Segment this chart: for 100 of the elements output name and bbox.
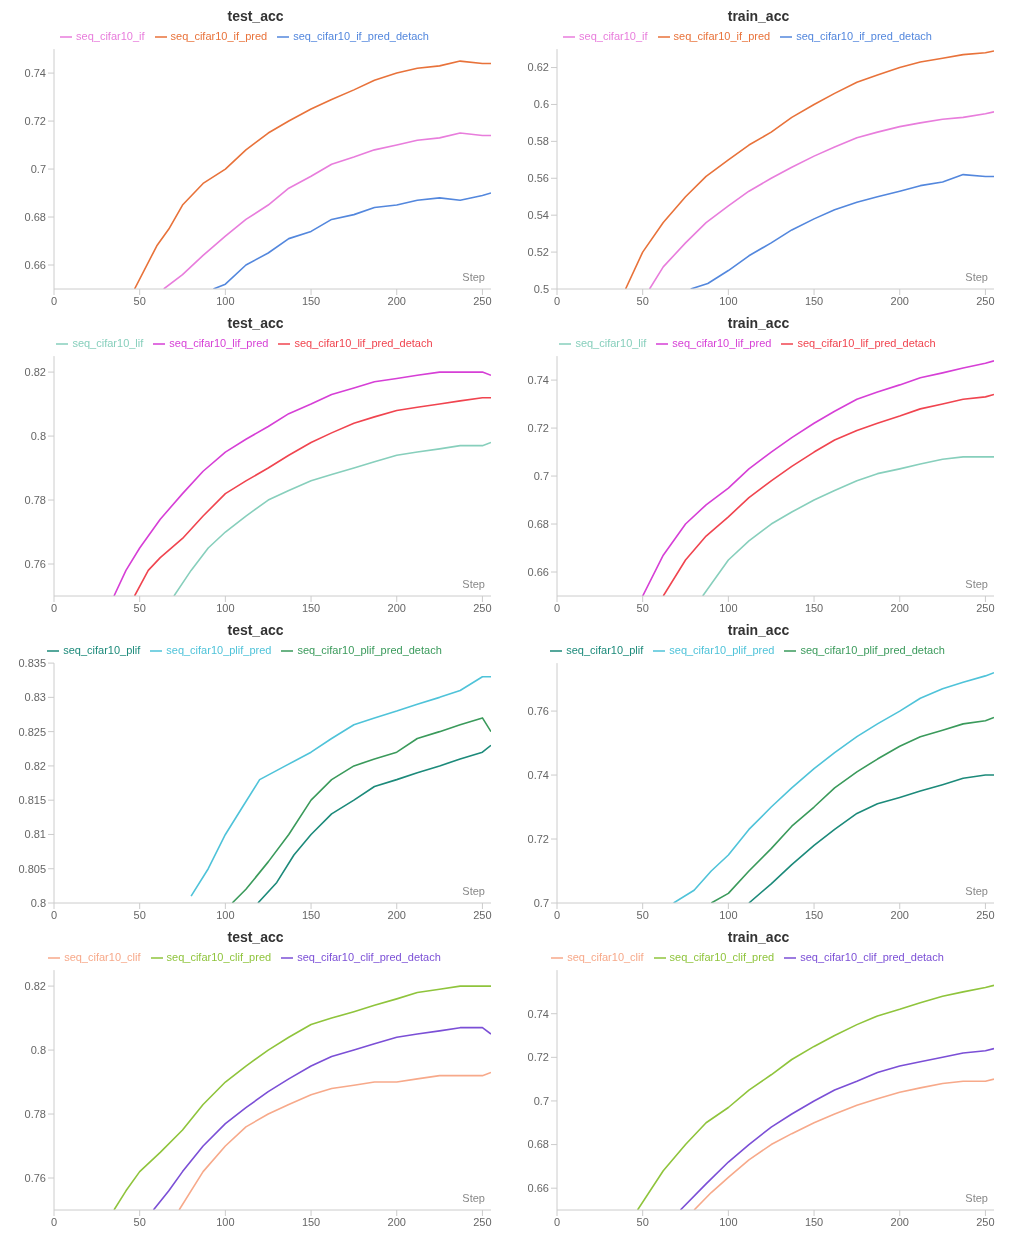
x-axis-title: Step	[462, 578, 485, 590]
x-tick-label: 0	[553, 601, 561, 614]
y-tick-label: 0.82	[24, 759, 46, 772]
legend-label: seq_cifar10_if_pred_detach	[796, 30, 932, 42]
y-tick-label: 0.8	[30, 1043, 46, 1056]
y-tick-label: 0.72	[527, 832, 549, 845]
y-tick-label: 0.68	[527, 1138, 549, 1151]
chart-title: test_acc	[226, 622, 285, 640]
y-tick-label: 0.7	[533, 1094, 549, 1107]
legend-label: seq_cifar10_plif_pred	[669, 644, 775, 656]
legend-label: seq_cifar10_if	[579, 30, 648, 42]
y-tick-label: 0.5	[533, 282, 549, 295]
y-tick-label: 0.74	[527, 768, 549, 781]
line-series	[212, 192, 491, 289]
legend-label: seq_cifar10_plif_pred_detach	[297, 644, 442, 656]
x-tick-label: 0	[50, 908, 58, 921]
legend-label: seq_cifar10_clif	[64, 951, 141, 963]
x-tick-label: 100	[216, 294, 235, 307]
y-tick-label: 0.835	[18, 657, 46, 669]
legend-label: seq_cifar10_plif	[63, 644, 141, 656]
x-axis-title: Step	[462, 1192, 485, 1204]
x-tick-label: 100	[216, 1215, 235, 1228]
y-tick-label: 0.74	[527, 1007, 549, 1020]
line-series	[710, 716, 994, 903]
line-series	[231, 717, 491, 903]
y-tick-label: 0.54	[527, 209, 549, 222]
x-tick-label: 150	[301, 908, 321, 921]
y-tick-label: 0.8	[30, 429, 46, 442]
legend-label: seq_cifar10_if	[76, 30, 145, 42]
x-tick-label: 150	[804, 908, 824, 921]
legend-label: seq_cifar10_clif_pred_detach	[297, 951, 441, 963]
x-tick-label: 250	[976, 601, 995, 614]
x-tick-label: 250	[976, 294, 995, 307]
x-tick-label: 50	[133, 1215, 146, 1228]
y-tick-label: 0.76	[24, 557, 46, 570]
y-tick-label: 0.6	[533, 98, 549, 111]
y-tick-label: 0.72	[527, 1051, 549, 1064]
x-tick-label: 200	[890, 294, 909, 307]
x-tick-label: 150	[301, 1215, 321, 1228]
y-tick-label: 0.82	[24, 365, 46, 378]
x-tick-label: 100	[719, 1215, 738, 1228]
x-tick-label: 250	[473, 601, 492, 614]
x-tick-label: 250	[473, 294, 492, 307]
y-tick-label: 0.74	[527, 373, 549, 386]
y-tick-label: 0.58	[527, 135, 549, 148]
y-tick-label: 0.7	[30, 162, 46, 175]
line-series	[672, 671, 994, 903]
y-tick-label: 0.76	[24, 1171, 46, 1184]
x-tick-label: 0	[553, 908, 561, 921]
line-series	[636, 984, 994, 1210]
x-tick-label: 150	[301, 294, 321, 307]
y-tick-label: 0.7	[533, 896, 549, 909]
x-tick-label: 100	[719, 908, 738, 921]
line-series	[133, 60, 491, 289]
y-tick-label: 0.66	[527, 1182, 549, 1195]
legend-label: seq_cifar10_clif_pred	[669, 951, 775, 963]
y-tick-label: 0.7	[533, 469, 549, 482]
y-tick-label: 0.76	[527, 704, 549, 717]
chart-title: train_acc	[726, 315, 791, 333]
y-tick-label: 0.72	[527, 421, 549, 434]
x-tick-label: 150	[804, 294, 824, 307]
x-axis-title: Step	[965, 1192, 988, 1204]
x-tick-label: 200	[890, 601, 909, 614]
x-tick-label: 100	[216, 601, 235, 614]
x-tick-label: 200	[387, 908, 406, 921]
y-tick-label: 0.66	[527, 565, 549, 578]
legend-label: seq_cifar10_plif	[566, 644, 644, 656]
x-tick-label: 200	[387, 1215, 406, 1228]
legend-label: seq_cifar10_lif_pred_detach	[797, 337, 936, 349]
x-tick-label: 0	[50, 601, 58, 614]
x-axis-title: Step	[462, 885, 485, 897]
chart-title: train_acc	[726, 929, 791, 947]
x-tick-label: 250	[976, 908, 995, 921]
line-series	[190, 676, 491, 897]
x-tick-label: 50	[133, 294, 146, 307]
x-tick-label: 250	[976, 1215, 995, 1228]
legend-label: seq_cifar10_lif_pred_detach	[294, 337, 433, 349]
y-tick-label: 0.81	[24, 828, 46, 841]
legend-label: seq_cifar10_clif_pred_detach	[800, 951, 944, 963]
x-tick-label: 200	[890, 908, 909, 921]
x-tick-label: 250	[473, 908, 492, 921]
y-tick-label: 0.68	[24, 210, 46, 223]
y-tick-label: 0.52	[527, 246, 549, 258]
line-series	[257, 744, 491, 903]
x-tick-label: 100	[216, 908, 235, 921]
x-tick-label: 50	[133, 908, 146, 921]
x-tick-label: 50	[636, 601, 649, 614]
x-tick-label: 150	[301, 601, 321, 614]
line-series	[679, 1047, 994, 1210]
line-series	[133, 396, 491, 596]
x-tick-label: 0	[553, 1215, 561, 1228]
legend-label: seq_cifar10_lif	[72, 337, 144, 349]
line-series	[113, 985, 491, 1210]
x-tick-label: 50	[133, 601, 146, 614]
x-tick-label: 100	[719, 601, 738, 614]
y-tick-label: 0.82	[24, 979, 46, 992]
y-tick-label: 0.825	[18, 725, 46, 738]
x-tick-label: 0	[553, 294, 561, 307]
x-tick-label: 50	[636, 908, 649, 921]
x-tick-label: 150	[804, 1215, 824, 1228]
